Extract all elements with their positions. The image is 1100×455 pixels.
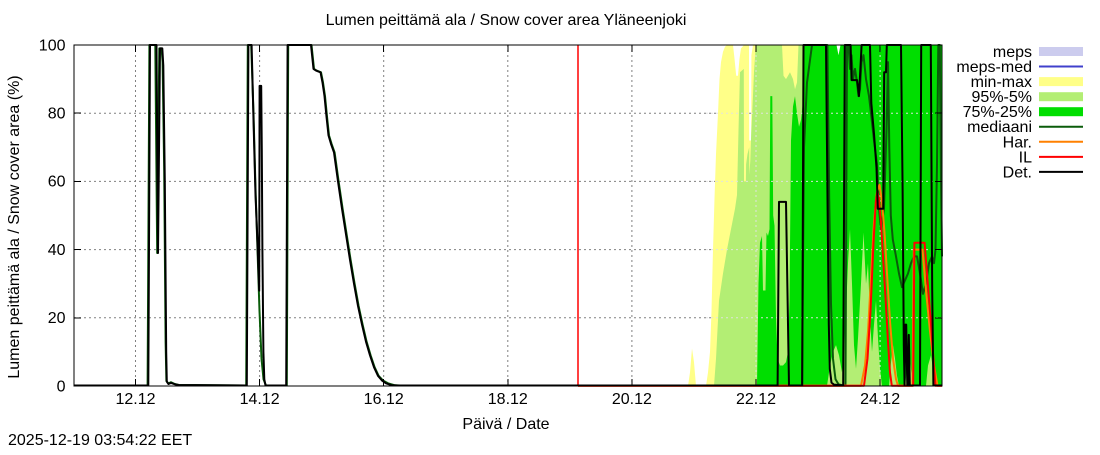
svg-text:IL: IL [1019, 149, 1032, 166]
svg-text:Det.: Det. [1003, 164, 1032, 181]
svg-text:22.12: 22.12 [736, 391, 776, 408]
svg-text:20.12: 20.12 [612, 391, 652, 408]
svg-text:mediaani: mediaani [967, 119, 1032, 136]
svg-text:12.12: 12.12 [115, 391, 155, 408]
svg-text:95%-5%: 95%-5% [972, 89, 1032, 106]
svg-text:14.12: 14.12 [240, 391, 280, 408]
svg-text:16.12: 16.12 [364, 391, 404, 408]
svg-text:Päivä / Date: Päivä / Date [462, 416, 549, 433]
svg-text:2025-12-19 03:54:22 EET: 2025-12-19 03:54:22 EET [8, 432, 192, 449]
svg-text:18.12: 18.12 [488, 391, 528, 408]
svg-text:24.12: 24.12 [860, 391, 900, 408]
svg-text:min-max: min-max [971, 74, 1032, 91]
svg-text:20: 20 [48, 310, 66, 327]
svg-text:Lumen peittämä ala / Snow cove: Lumen peittämä ala / Snow cover area Ylä… [326, 12, 687, 29]
svg-text:100: 100 [39, 37, 66, 54]
svg-text:60: 60 [48, 174, 66, 191]
svg-text:40: 40 [48, 242, 66, 259]
svg-text:80: 80 [48, 106, 66, 123]
svg-text:meps: meps [993, 44, 1032, 61]
svg-text:0: 0 [57, 378, 66, 395]
svg-text:Har.: Har. [1003, 134, 1032, 151]
svg-text:Lumen peittämä ala / Snow cove: Lumen peittämä ala / Snow cover area (%) [6, 75, 23, 378]
svg-text:75%-25%: 75%-25% [963, 104, 1032, 121]
svg-text:meps-med: meps-med [956, 59, 1032, 76]
